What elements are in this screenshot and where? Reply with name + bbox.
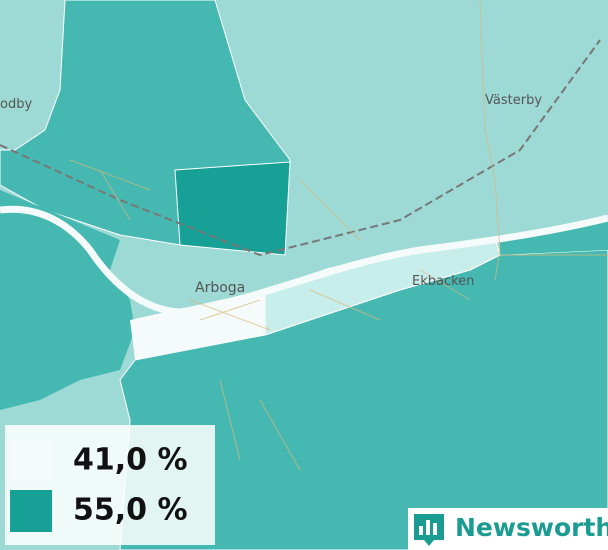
legend-label: 55,0 % — [73, 493, 188, 528]
region — [174, 161, 291, 256]
legend-swatch — [10, 490, 52, 532]
place-label: Arboga — [195, 280, 245, 296]
road — [69, 159, 471, 471]
legend-label: 41,0 % — [73, 443, 188, 478]
place-label: Ekbacken — [412, 274, 474, 289]
place-label: odby — [0, 97, 32, 112]
legend-swatch — [10, 440, 52, 482]
place-label: Västerby — [485, 93, 542, 108]
region — [500, 220, 608, 255]
brand-icon — [414, 514, 444, 546]
road — [479, 0, 501, 281]
railway — [0, 39, 601, 257]
brand-name: Newsworthy — [455, 513, 608, 542]
region — [130, 290, 265, 360]
river — [0, 205, 608, 316]
region — [0, 190, 135, 410]
